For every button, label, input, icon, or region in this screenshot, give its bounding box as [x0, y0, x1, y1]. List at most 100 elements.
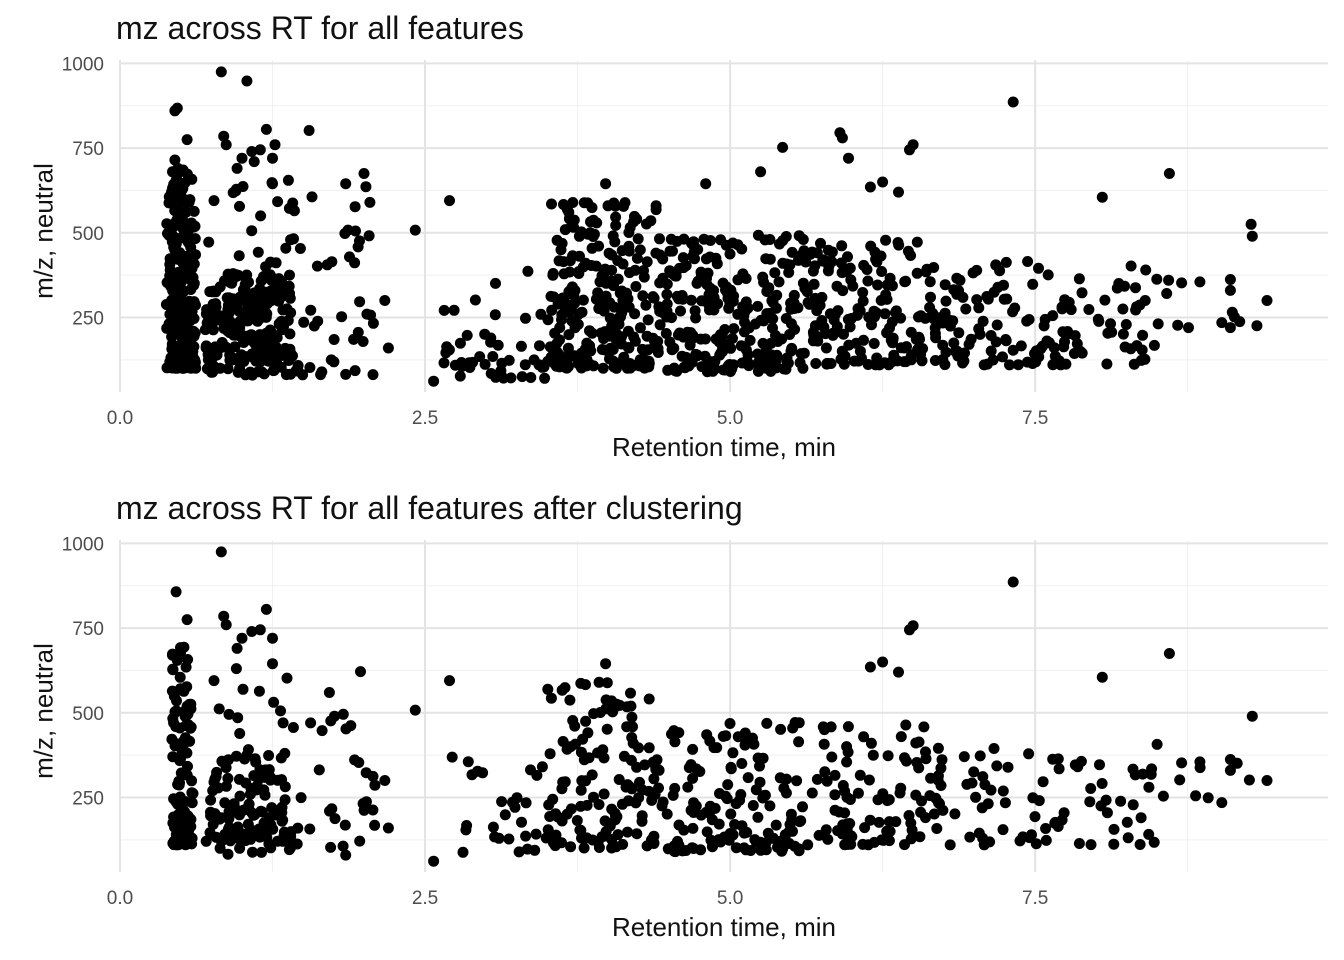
- data-point: [353, 757, 365, 768]
- data-point: [610, 211, 622, 223]
- data-point: [260, 603, 272, 615]
- data-point: [520, 312, 531, 324]
- data-point: [801, 286, 813, 298]
- data-point: [288, 233, 299, 245]
- data-point: [185, 722, 196, 734]
- data-point: [169, 306, 181, 317]
- data-point: [755, 166, 767, 178]
- data-point: [925, 291, 936, 303]
- data-point: [738, 326, 750, 338]
- data-point: [949, 808, 961, 820]
- data-point: [234, 809, 245, 821]
- data-point: [575, 784, 587, 796]
- data-point: [998, 279, 1009, 291]
- data-point: [747, 800, 759, 811]
- data-point: [1096, 671, 1108, 683]
- data-point: [981, 358, 993, 370]
- data-point: [741, 826, 753, 838]
- data-point: [1148, 339, 1160, 351]
- data-point: [838, 358, 850, 370]
- data-point: [904, 144, 915, 156]
- data-point: [843, 339, 855, 351]
- data-point: [234, 316, 245, 328]
- data-point: [895, 731, 907, 743]
- data-point: [675, 305, 686, 317]
- data-point: [340, 368, 352, 380]
- data-point: [701, 729, 713, 741]
- data-point: [607, 355, 619, 367]
- data-point: [704, 800, 716, 812]
- data-point: [1002, 761, 1014, 773]
- x-tick-label: 7.5: [1022, 888, 1048, 909]
- data-point: [578, 197, 590, 209]
- data-point: [272, 196, 284, 208]
- data-point: [929, 355, 941, 366]
- data-point: [859, 822, 871, 834]
- data-point: [773, 276, 785, 288]
- data-point: [1151, 738, 1163, 750]
- data-point: [764, 253, 776, 265]
- data-point: [690, 348, 702, 360]
- data-point: [178, 734, 190, 746]
- data-point: [233, 250, 245, 262]
- data-point: [231, 162, 243, 174]
- data-point: [928, 808, 940, 820]
- data-point: [612, 829, 624, 841]
- data-point: [999, 797, 1011, 809]
- data-point: [654, 233, 665, 245]
- data-point: [802, 839, 814, 851]
- data-point: [829, 789, 841, 801]
- data-point: [910, 737, 922, 749]
- y-axis-label: m/z, neutral: [28, 163, 59, 299]
- data-point: [369, 779, 381, 791]
- data-point: [590, 293, 602, 305]
- data-point: [1047, 359, 1059, 371]
- data-point: [229, 341, 241, 353]
- data-point: [602, 200, 614, 212]
- data-point: [586, 242, 598, 254]
- data-point: [806, 787, 818, 799]
- data-point: [1151, 273, 1163, 285]
- data-point: [825, 721, 837, 733]
- data-point: [991, 319, 1003, 331]
- data-point: [789, 323, 801, 335]
- data-point: [617, 294, 629, 306]
- data-point: [623, 795, 634, 807]
- data-point: [1096, 778, 1108, 789]
- data-point: [895, 312, 907, 324]
- data-point: [857, 838, 869, 850]
- data-point: [226, 299, 237, 311]
- data-point: [752, 229, 764, 241]
- data-point: [600, 344, 612, 356]
- data-point: [234, 200, 245, 212]
- data-point: [939, 279, 951, 291]
- data-point: [1102, 327, 1114, 339]
- data-point: [1022, 256, 1034, 267]
- data-point: [236, 632, 248, 644]
- data-point: [345, 720, 357, 732]
- data-point: [684, 339, 696, 351]
- data-point: [169, 793, 181, 805]
- data-point: [161, 277, 173, 288]
- data-point: [230, 269, 242, 281]
- data-point: [1063, 296, 1075, 308]
- data-point: [382, 342, 394, 354]
- data-point: [268, 364, 280, 376]
- data-point: [177, 213, 188, 225]
- data-point: [173, 204, 185, 216]
- y-tick-label: 250: [72, 788, 104, 809]
- data-point: [810, 358, 822, 369]
- data-point: [966, 777, 978, 789]
- data-point: [652, 343, 664, 354]
- data-point: [584, 227, 596, 239]
- data-point: [166, 685, 178, 697]
- data-point: [551, 338, 563, 349]
- data-point: [224, 834, 236, 846]
- data-point: [1163, 274, 1175, 286]
- data-point: [285, 826, 297, 838]
- data-point: [838, 828, 850, 840]
- data-point: [631, 828, 643, 840]
- data-point: [536, 761, 548, 773]
- data-point: [695, 844, 707, 856]
- data-point: [825, 358, 837, 369]
